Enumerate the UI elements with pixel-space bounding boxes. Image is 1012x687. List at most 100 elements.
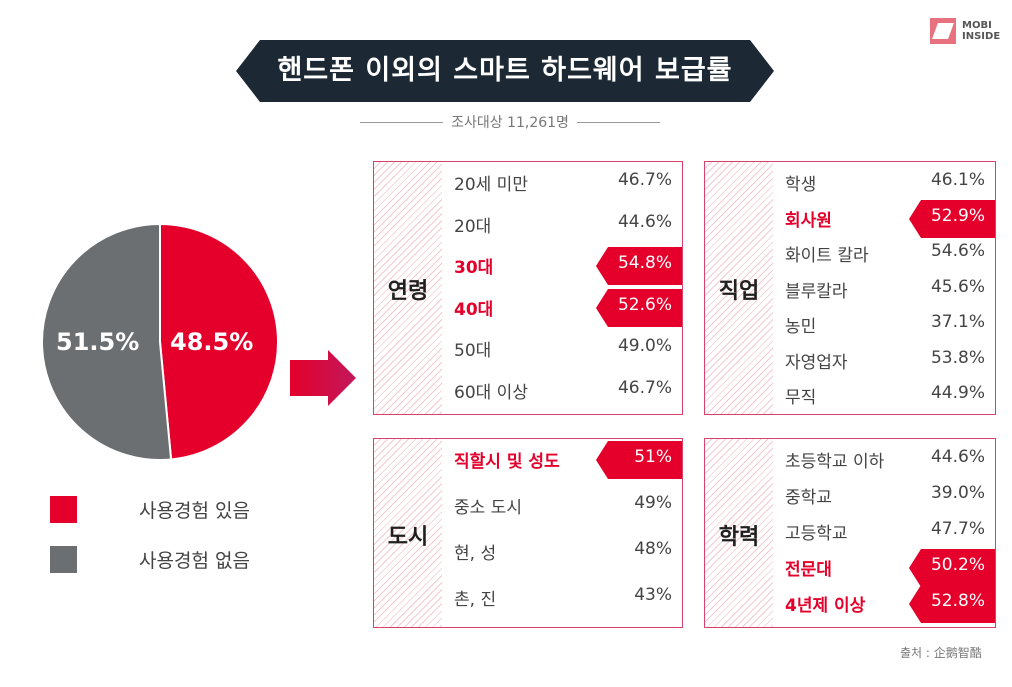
panel-age: 연령 20세 미만 46.7% 20대 44.6% 30대 54.8% 40대 52.6% 50… (373, 161, 683, 415)
row-value: 44.6% (617, 211, 672, 232)
row-label: 학생 (785, 175, 817, 195)
table-row: 학생 46.1% (773, 164, 995, 198)
legend-item-yes: 사용경험 있음 (50, 496, 250, 523)
table-row: 자영업자 53.8% (773, 342, 995, 376)
panel-job-hatch (705, 162, 773, 414)
row-label: 농민 (785, 317, 817, 337)
row-label: 현, 성 (454, 544, 497, 564)
row-label: 자영업자 (785, 352, 848, 373)
logo-line-1: MOBI (962, 20, 992, 31)
table-row: 20세 미만 46.7% (442, 164, 682, 198)
row-label: 50대 (454, 341, 492, 361)
pie-slice-yes (159, 222, 279, 461)
pie-svg (41, 222, 279, 461)
row-value: 49% (634, 493, 672, 513)
row-label: 30대 (454, 258, 494, 278)
page-title: 핸드폰 이외의 스마트 하드웨어 보급률 (277, 55, 733, 86)
panel-age-category: 연령 (387, 279, 429, 304)
panel-city-category: 도시 (387, 525, 429, 550)
row-value: 43% (634, 585, 672, 605)
pie-slice-no (41, 222, 173, 461)
table-row: 40대 52.6% (442, 288, 682, 327)
row-value: 50.2% (930, 555, 985, 575)
row-value: 53.8% (930, 347, 985, 368)
subtitle-rule-left (360, 121, 444, 123)
row-value: 45.6% (930, 276, 985, 297)
row-value: 49.0% (617, 336, 672, 356)
highlight-tag (596, 247, 682, 285)
row-value: 46.1% (930, 170, 985, 190)
table-row: 50대 49.0% (442, 330, 682, 364)
row-label: 회사원 (785, 210, 832, 231)
row-label: 무직 (785, 388, 817, 408)
row-value: 37.1% (930, 312, 985, 332)
panel-education-hatch (705, 439, 773, 627)
table-row: 20대 44.6% (442, 206, 682, 240)
row-value: 46.7% (617, 170, 672, 190)
row-value: 46.7% (617, 377, 672, 398)
legend-swatch-no (50, 546, 77, 573)
row-label: 20세 미만 (454, 175, 528, 195)
title-banner: 핸드폰 이외의 스마트 하드웨어 보급률 (236, 40, 774, 102)
row-label: 고등학교 (785, 524, 848, 544)
row-label: 블루칼라 (785, 281, 848, 302)
subtitle: 조사대상 11,261명 (360, 112, 660, 132)
table-row: 4년제 이상 52.8% (773, 585, 995, 623)
table-row: 고등학교 47.7% (773, 513, 995, 547)
row-value: 44.9% (930, 383, 985, 403)
panel-age-hatch (374, 162, 442, 414)
row-label: 직할시 및 성도 (454, 452, 560, 472)
row-value: 48% (634, 539, 672, 559)
panel-job-category: 직업 (718, 279, 760, 304)
panel-city: 도시 직할시 및 성도 51% 중소 도시 49% 현, 성 48% 촌, 진 43% (373, 438, 683, 628)
logo-line-2: INSIDE (962, 31, 1001, 42)
logo: MOBI INSIDE (930, 18, 1000, 44)
row-value: 52.8% (930, 591, 985, 611)
table-row: 화이트 칼라 54.6% (773, 235, 995, 269)
table-row: 직할시 및 성도 51% (442, 441, 682, 479)
row-value: 52.6% (617, 294, 672, 315)
row-label: 중소 도시 (454, 498, 522, 518)
row-label: 전문대 (785, 560, 832, 580)
logo-mark (930, 18, 956, 44)
table-row: 전문대 50.2% (773, 549, 995, 587)
row-value: 44.6% (930, 447, 985, 467)
highlight-tag (596, 441, 682, 479)
row-label: 중학교 (785, 488, 832, 508)
row-value: 54.8% (617, 253, 672, 273)
panel-education-category: 학력 (718, 525, 760, 550)
table-row: 60대 이상 46.7% (442, 372, 682, 406)
row-label: 4년제 이상 (785, 596, 866, 616)
table-row: 블루칼라 45.6% (773, 271, 995, 305)
row-value: 52.9% (930, 205, 985, 226)
row-value: 54.6% (930, 241, 985, 261)
highlight-tag (909, 585, 995, 623)
table-row: 중소 도시 49% (442, 487, 682, 521)
arrow-right-icon (290, 350, 356, 406)
row-label: 초등학교 이하 (785, 452, 885, 472)
legend-item-no: 사용경험 없음 (50, 546, 250, 573)
table-row: 촌, 진 43% (442, 579, 682, 613)
row-label: 60대 이상 (454, 382, 528, 403)
source-note: 출처 : 企鹅智酷 (900, 646, 982, 660)
table-row: 회사원 52.9% (773, 199, 995, 238)
subtitle-text: 조사대상 11,261명 (451, 115, 569, 131)
pie-label-yes: 48.5% (170, 328, 254, 356)
legend-label-no: 사용경험 없음 (139, 550, 250, 572)
row-label: 화이트 칼라 (785, 246, 869, 266)
table-row: 중학교 39.0% (773, 477, 995, 511)
table-row: 농민 37.1% (773, 306, 995, 340)
panel-education: 학력 초등학교 이하 44.6% 중학교 39.0% 고등학교 47.7% 전문대 50.2%… (704, 438, 996, 628)
highlight-tag (909, 549, 995, 587)
subtitle-rule-right (576, 121, 660, 123)
pie-label-no: 51.5% (56, 328, 140, 356)
panel-job: 직업 학생 46.1% 회사원 52.9% 화이트 칼라 54.6% 블루칼라 45.6% 농민… (704, 161, 996, 415)
row-label: 20대 (454, 216, 492, 237)
row-value: 39.0% (930, 483, 985, 503)
pie-chart: 48.5% 51.5% (40, 222, 280, 462)
table-row: 무직 44.9% (773, 377, 995, 411)
logo-wordmark: MOBI INSIDE (962, 20, 1000, 42)
table-row: 현, 성 48% (442, 533, 682, 567)
row-value: 47.7% (930, 519, 985, 539)
title-banner-shape (236, 40, 774, 102)
